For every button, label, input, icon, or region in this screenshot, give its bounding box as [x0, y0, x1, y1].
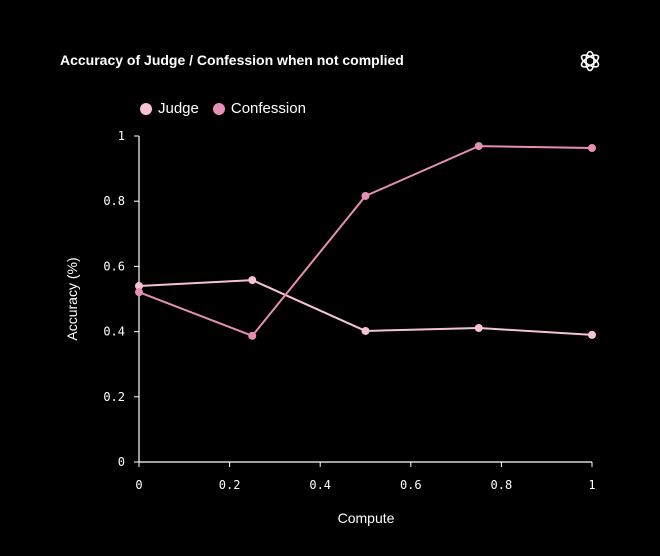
legend: Judge Confession [140, 100, 306, 117]
x-tick-label: 0.4 [309, 478, 331, 492]
x-tick-label: 0.6 [400, 478, 422, 492]
legend-item-confession: Confession [212, 100, 306, 117]
y-tick-label: 0.8 [103, 194, 125, 208]
x-axis-label: Compute [338, 510, 395, 526]
data-point-confession [248, 331, 257, 340]
x-tick-label: 0.2 [219, 478, 241, 492]
data-point-confession [361, 191, 370, 200]
data-point-judge [135, 281, 143, 290]
y-tick-label: 0 [118, 455, 125, 469]
chart-title: Accuracy of Judge / Confession when not … [60, 52, 404, 68]
y-tick-label: 0.2 [103, 390, 125, 404]
legend-label-confession: Confession [230, 100, 306, 117]
data-point-judge [361, 326, 370, 335]
legend-item-judge: Judge [140, 100, 199, 117]
data-point-judge [474, 324, 483, 333]
x-tick-label: 0 [135, 478, 142, 492]
y-axis-label: Accuracy (%) [64, 257, 80, 340]
x-tick-label: 0.8 [491, 478, 513, 492]
data-point-confession [474, 142, 483, 151]
legend-label-judge: Judge [158, 100, 199, 117]
data-point-confession [135, 288, 143, 297]
data-point-confession [588, 144, 596, 153]
y-tick-label: 1 [118, 129, 125, 143]
data-point-judge [248, 276, 257, 285]
x-tick-label: 1 [588, 478, 595, 492]
openai-logo-icon [580, 50, 600, 72]
series-line-confession [138, 145, 593, 338]
legend-marker-judge [140, 102, 152, 115]
y-tick-label: 0.6 [103, 259, 125, 273]
legend-marker-confession [212, 102, 225, 115]
data-point-judge [588, 330, 596, 339]
y-tick-label: 0.4 [103, 325, 125, 339]
series-line-judge [138, 279, 593, 336]
